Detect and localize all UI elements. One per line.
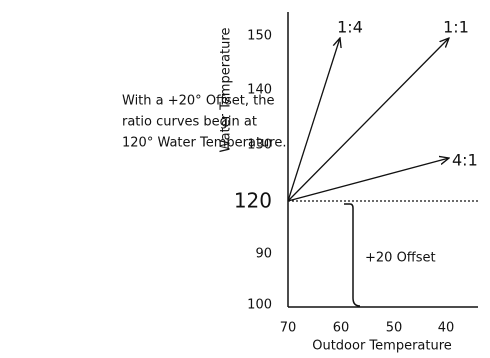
x-tick-label: 40: [438, 321, 455, 336]
y-tick-label: 140: [247, 83, 272, 98]
note-line: 120° Water Temperature.: [122, 136, 287, 151]
offset-bracket: [344, 203, 361, 307]
note-line: ratio curves begin at: [122, 115, 257, 130]
curve-arrow: [287, 38, 449, 202]
y-tick-label: 150: [247, 29, 272, 44]
note-line: With a +20° Offset, the: [122, 94, 274, 109]
curve-label: 1:1: [443, 18, 469, 37]
note: With a +20° Offset, the ratio curves beg…: [122, 94, 287, 151]
offset-label: +20 Offset: [365, 251, 436, 266]
y-axis-label: Water Temperature: [219, 28, 234, 153]
x-tick-label: 60: [333, 321, 350, 336]
x-tick-label: 70: [280, 321, 297, 336]
x-axis-label: Outdoor Temperature: [312, 339, 452, 354]
curve-arrow: [287, 158, 449, 202]
curve-label: 1:4: [337, 18, 363, 37]
curve-label: 4:1: [452, 151, 478, 170]
x-tick-label: 50: [386, 321, 403, 336]
y-tick-label: 90: [255, 247, 272, 262]
y-tick-label: 120: [234, 189, 272, 213]
y-tick-label: 130: [247, 138, 272, 153]
y-tick-label: 100: [247, 298, 272, 313]
curve-arrow: [287, 38, 340, 202]
